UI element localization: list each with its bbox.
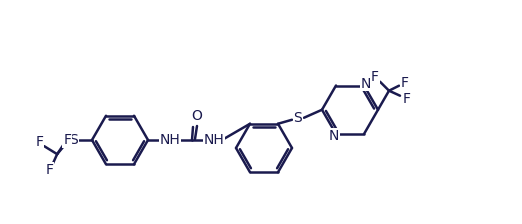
Text: O: O bbox=[192, 109, 203, 123]
Text: F: F bbox=[401, 76, 409, 90]
Text: NH: NH bbox=[204, 133, 224, 147]
Text: F: F bbox=[63, 133, 71, 147]
Text: F: F bbox=[35, 135, 43, 149]
Text: F: F bbox=[371, 70, 379, 84]
Text: S: S bbox=[293, 111, 302, 125]
Text: N: N bbox=[361, 77, 371, 90]
Text: S: S bbox=[69, 133, 78, 147]
Text: N: N bbox=[329, 129, 339, 143]
Text: F: F bbox=[403, 92, 411, 106]
Text: F: F bbox=[45, 163, 53, 177]
Text: NH: NH bbox=[160, 133, 181, 147]
